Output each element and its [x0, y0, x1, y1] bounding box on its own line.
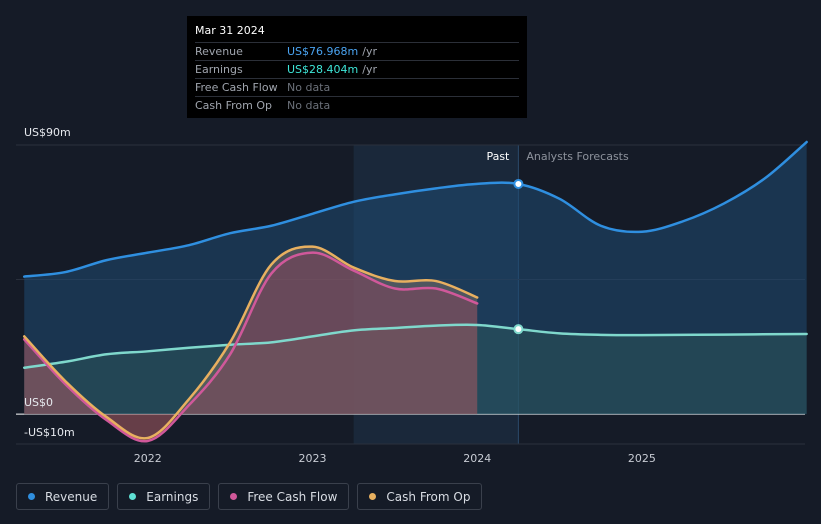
- legend-label: Earnings: [146, 489, 199, 504]
- tooltip: Mar 31 2024 Revenue US$76.968m /yr Earni…: [187, 16, 527, 118]
- x-tick-label: 2023: [298, 452, 326, 465]
- x-tick-label: 2022: [134, 452, 162, 465]
- legend-dot-icon: [28, 493, 35, 500]
- legend-dot-icon: [369, 493, 377, 500]
- legend-label: Cash From Op: [386, 489, 471, 504]
- legend-dot-icon: [230, 493, 238, 500]
- revenue-marker: [513, 178, 524, 189]
- y-axis-label: US$0: [24, 396, 53, 409]
- legend-label: Free Cash Flow: [247, 489, 338, 504]
- tooltip-row-free-cash-flow: Free Cash Flow No data: [195, 78, 519, 96]
- tooltip-value: No data: [287, 99, 331, 112]
- legend-item-earnings[interactable]: Earnings: [117, 483, 211, 510]
- tooltip-label: Cash From Op: [195, 99, 273, 112]
- cfo-line: [22, 245, 479, 440]
- earnings-line: [22, 323, 808, 370]
- tooltip-value: US$76.968m: [287, 45, 359, 58]
- fcf-line: [22, 251, 479, 443]
- forecast-label: Analysts Forecasts: [526, 150, 629, 163]
- fcf-area: [24, 252, 478, 442]
- past-label: Past: [486, 150, 510, 163]
- earnings-area: [24, 324, 807, 415]
- tooltip-date: Mar 31 2024: [195, 24, 265, 37]
- x-tick-label: 2025: [628, 452, 656, 465]
- tooltip-label: Earnings: [195, 63, 243, 76]
- tooltip-value: No data: [287, 81, 331, 94]
- tooltip-value: US$28.404m: [287, 63, 359, 76]
- tooltip-row-cash-from-op: Cash From Op No data: [195, 96, 519, 114]
- legend-item-free-cash-flow[interactable]: Free Cash Flow: [218, 483, 350, 510]
- tooltip-unit: /yr: [362, 63, 377, 76]
- tooltip-label: Revenue: [195, 45, 243, 58]
- legend-label: Revenue: [45, 489, 98, 504]
- revenue-line: [22, 140, 808, 278]
- tooltip-unit: /yr: [362, 45, 377, 58]
- tooltip-label: Free Cash Flow: [195, 81, 278, 94]
- legend-item-cash-from-op[interactable]: Cash From Op: [357, 483, 483, 510]
- x-tick-label: 2024: [463, 452, 491, 465]
- legend: Revenue Earnings Free Cash Flow Cash Fro…: [16, 483, 483, 510]
- legend-item-revenue[interactable]: Revenue: [16, 483, 110, 510]
- earnings-marker: [513, 324, 524, 335]
- tooltip-row-revenue: Revenue US$76.968m /yr: [195, 42, 519, 60]
- legend-dot-icon: [129, 493, 137, 500]
- y-axis-label: US$90m: [24, 126, 71, 139]
- tooltip-row-earnings: Earnings US$28.404m /yr: [195, 60, 519, 78]
- y-axis-label: -US$10m: [24, 426, 75, 439]
